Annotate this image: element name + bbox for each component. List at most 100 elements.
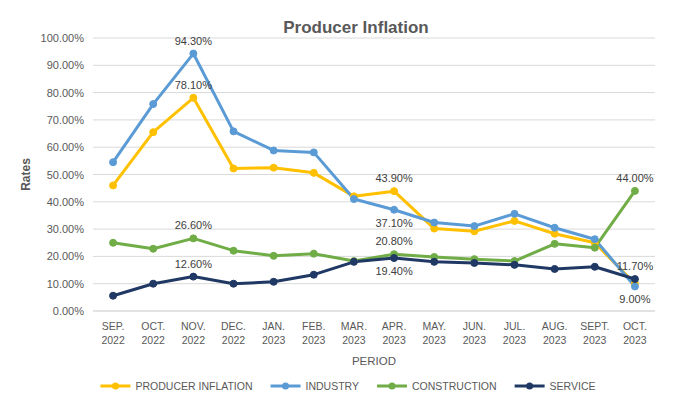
series-marker — [471, 223, 478, 230]
series-line — [113, 54, 635, 287]
data-label: 26.60% — [175, 219, 213, 231]
x-tick-label-line: DEC. — [221, 320, 246, 332]
series-marker — [591, 244, 598, 251]
series-marker — [391, 188, 398, 195]
x-tick-label: AUG.2023 — [542, 320, 568, 346]
grid-line — [93, 65, 655, 66]
data-label: 37.10% — [375, 217, 413, 229]
series-marker — [190, 235, 197, 242]
series-marker — [511, 217, 518, 224]
x-tick-label-line: 2022 — [142, 334, 166, 346]
grid-line — [93, 119, 655, 120]
x-tick-label: FEB.2023 — [302, 320, 326, 346]
data-label: 78.10% — [175, 79, 213, 91]
x-tick-label-line: 2023 — [463, 334, 487, 346]
series-marker — [391, 255, 398, 262]
series-marker — [310, 149, 317, 156]
legend-marker — [282, 383, 289, 390]
legend-marker — [526, 383, 533, 390]
x-tick-label-line: 2023 — [583, 334, 607, 346]
x-tick-label: MAR. 2023 — [341, 320, 367, 346]
x-tick-label-line: NOV. — [181, 320, 206, 332]
x-tick-label-line: MAR. — [341, 320, 367, 332]
series-marker — [190, 94, 197, 101]
series-marker — [190, 50, 197, 57]
series-line — [113, 98, 635, 284]
series-marker — [551, 265, 558, 272]
grid-line — [93, 147, 655, 148]
series-marker — [150, 280, 157, 287]
x-tick-label-line: JUN. — [463, 320, 486, 332]
x-tick-label-line: 2023 — [503, 334, 527, 346]
grid-line — [93, 201, 655, 202]
y-tick-label: 30.00% — [47, 223, 85, 235]
y-tick-label: 0.00% — [53, 305, 84, 317]
x-tick-label-line: FEB. — [302, 320, 325, 332]
x-tick-label: SEPT. 2023 — [580, 320, 609, 346]
x-tick-label: SEP.2022 — [101, 320, 125, 346]
data-label: 19.40% — [375, 265, 413, 277]
title: Producer Inflation — [283, 18, 428, 37]
x-tick-label: APR. 2023 — [382, 320, 407, 346]
y-tick-label: 10.00% — [47, 278, 85, 290]
y-tick-label: 70.00% — [47, 114, 85, 126]
series-marker — [110, 182, 117, 189]
legend-label: SERVICE — [550, 380, 596, 392]
x-axis-line — [93, 311, 655, 312]
series-marker — [310, 250, 317, 257]
x-tick-label: OCT.2023 — [623, 320, 647, 346]
grid-line — [93, 311, 655, 312]
y-axis-title: Rates — [19, 158, 33, 191]
background — [0, 0, 696, 400]
x-tick-label-line: JUL. — [504, 320, 526, 332]
series-marker — [230, 128, 237, 135]
y-tick-label: 100.00% — [41, 32, 85, 44]
y-tick-label: 40.00% — [47, 196, 85, 208]
x-tick-label-line: JAN. — [262, 320, 285, 332]
y-tick-label: 20.00% — [47, 250, 85, 262]
x-axis-title: PERIOD — [352, 355, 396, 367]
series-marker — [431, 258, 438, 265]
series-marker — [310, 271, 317, 278]
series-marker — [150, 129, 157, 136]
x-tick-label: JUL. 2023 — [503, 320, 527, 346]
series-marker — [150, 245, 157, 252]
y-tick-label: 50.00% — [47, 169, 85, 181]
x-tick-label: NOV.2022 — [181, 320, 206, 346]
series-marker — [230, 280, 237, 287]
x-tick-label: JAN. 2023 — [262, 320, 286, 346]
series-marker — [631, 283, 638, 290]
y-tick-label: 80.00% — [47, 87, 85, 99]
data-label: 11.70% — [617, 260, 654, 272]
series-marker — [190, 273, 197, 280]
series-marker — [431, 219, 438, 226]
series-line — [113, 191, 635, 261]
grid-line — [93, 174, 655, 175]
x-tick-label-line: 2022 — [222, 334, 246, 346]
legend-label: CONSTRUCTION — [412, 380, 497, 392]
x-tick-label: OCT.2022 — [141, 320, 165, 346]
series-marker — [591, 236, 598, 243]
series-marker — [511, 210, 518, 217]
x-tick-label-line: AUG. — [542, 320, 568, 332]
legend-item: SERVICE — [515, 380, 596, 392]
grid-line — [93, 283, 655, 284]
series-marker — [631, 276, 638, 283]
series-marker — [551, 224, 558, 231]
series-marker — [230, 247, 237, 254]
series-marker — [150, 101, 157, 108]
legend-label: INDUSTRY — [306, 380, 359, 392]
series-marker — [270, 164, 277, 171]
series-marker — [310, 169, 317, 176]
data-label: 44.00% — [616, 172, 654, 184]
series-marker — [230, 165, 237, 172]
x-tick-label-line: 2023 — [262, 334, 286, 346]
x-tick-label-line: 2023 — [382, 334, 406, 346]
x-tick-label-line: APR. — [382, 320, 407, 332]
series-marker — [551, 240, 558, 247]
series-line — [113, 258, 635, 296]
x-tick-label-line: SEPT. — [580, 320, 609, 332]
y-tick-label: 60.00% — [47, 141, 85, 153]
series-marker — [350, 196, 357, 203]
x-tick-label-line: 2023 — [342, 334, 366, 346]
